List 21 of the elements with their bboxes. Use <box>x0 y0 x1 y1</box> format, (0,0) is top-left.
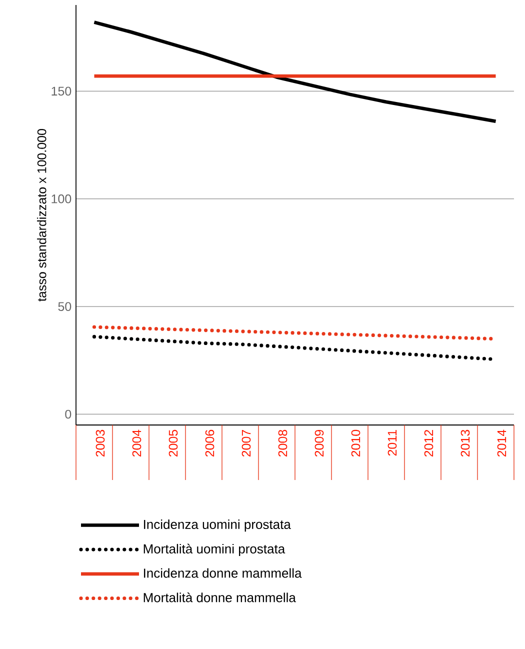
x-tick-label: 2008 <box>278 430 288 457</box>
x-tick-label: 2013 <box>460 430 470 457</box>
x-tick-label: 2004 <box>132 430 142 457</box>
x-tick-label: 2005 <box>168 430 178 457</box>
legend-label: Mortalità uomini prostata <box>144 544 286 556</box>
y-tick-label: 150 <box>52 86 72 96</box>
legend-label: Incidenza donne mammella <box>144 568 302 578</box>
y-axis-title: tasso standardizzato x 100.000 <box>37 129 46 302</box>
x-tick-label: 2012 <box>424 430 434 457</box>
legend-label: Incidenza uomini prostata <box>144 519 291 532</box>
y-tick-label: 100 <box>52 194 72 204</box>
x-tick-label: 2009 <box>314 430 324 457</box>
x-tick-label: 2011 <box>388 430 397 456</box>
x-tick-label: 2006 <box>205 430 214 457</box>
x-tick-label: 2010 <box>351 430 360 457</box>
legend-label: Mortalità donne mammella <box>144 592 296 602</box>
y-tick-label: 50 <box>58 302 72 311</box>
x-tick-label: 2007 <box>242 430 251 457</box>
x-tick-label: 2014 <box>497 430 506 457</box>
x-tick-label: 2003 <box>96 430 105 457</box>
y-tick-label: 0 <box>65 410 72 419</box>
